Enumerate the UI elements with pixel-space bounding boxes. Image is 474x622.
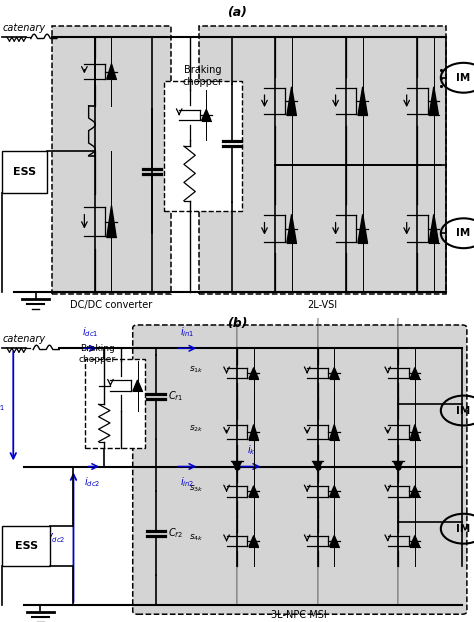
Text: IM: IM [456,228,471,238]
Polygon shape [133,380,142,391]
Text: Braking
chopper: Braking chopper [183,65,223,87]
Polygon shape [287,87,296,115]
Text: catenary: catenary [2,23,46,33]
Polygon shape [201,109,211,121]
Polygon shape [329,425,339,440]
Polygon shape [358,215,367,243]
Text: $s_{3k}$: $s_{3k}$ [189,483,204,493]
Text: $i_k$: $i_k$ [247,443,255,457]
FancyBboxPatch shape [164,81,242,211]
Text: ESS: ESS [13,167,36,177]
Text: $s_{4k}$: $s_{4k}$ [189,533,204,543]
Polygon shape [392,461,404,472]
Text: $i_{in1}$: $i_{in1}$ [180,325,194,339]
Polygon shape [231,461,243,472]
Polygon shape [249,486,258,497]
Text: DC/DC converter: DC/DC converter [70,300,153,310]
Polygon shape [249,425,258,440]
Text: IM: IM [456,524,471,534]
FancyBboxPatch shape [52,26,171,294]
Text: $i_{dc2}$: $i_{dc2}$ [84,475,100,489]
Text: ESS: ESS [15,541,37,551]
Text: $i_{in2}$: $i_{in2}$ [180,475,194,489]
FancyBboxPatch shape [199,26,446,294]
Text: (a): (a) [227,6,247,19]
FancyBboxPatch shape [85,359,145,448]
Polygon shape [329,536,339,547]
Polygon shape [358,87,367,115]
Text: $s_{2k}$: $s_{2k}$ [189,424,204,434]
Polygon shape [287,215,296,243]
Text: 2L-VSI: 2L-VSI [307,300,337,310]
FancyBboxPatch shape [2,151,47,193]
Text: $V_{dc1}$: $V_{dc1}$ [0,399,6,413]
Polygon shape [107,206,116,238]
Text: $C_{f2}$: $C_{f2}$ [168,526,183,541]
Polygon shape [410,425,419,440]
Polygon shape [249,368,258,379]
Polygon shape [410,536,419,547]
Polygon shape [410,486,419,497]
Text: $V_{dc2}$: $V_{dc2}$ [45,531,65,545]
Text: catenary: catenary [2,334,46,344]
Text: $C_{f1}$: $C_{f1}$ [168,389,183,404]
Text: IM: IM [456,73,471,83]
Text: Braking
chopper: Braking chopper [79,345,116,364]
Polygon shape [312,461,323,472]
FancyBboxPatch shape [2,526,50,566]
Text: $s_{1k}$: $s_{1k}$ [189,365,204,375]
Text: $i_{dc1}$: $i_{dc1}$ [82,325,98,339]
Polygon shape [429,215,438,243]
Polygon shape [329,368,339,379]
Polygon shape [410,368,419,379]
Polygon shape [249,536,258,547]
Text: IM: IM [456,406,471,415]
Text: 3L-NPC MSI: 3L-NPC MSI [271,610,327,620]
FancyBboxPatch shape [133,325,467,615]
Polygon shape [329,486,339,497]
Text: (b): (b) [227,317,247,330]
Polygon shape [429,87,438,115]
Polygon shape [107,64,116,79]
